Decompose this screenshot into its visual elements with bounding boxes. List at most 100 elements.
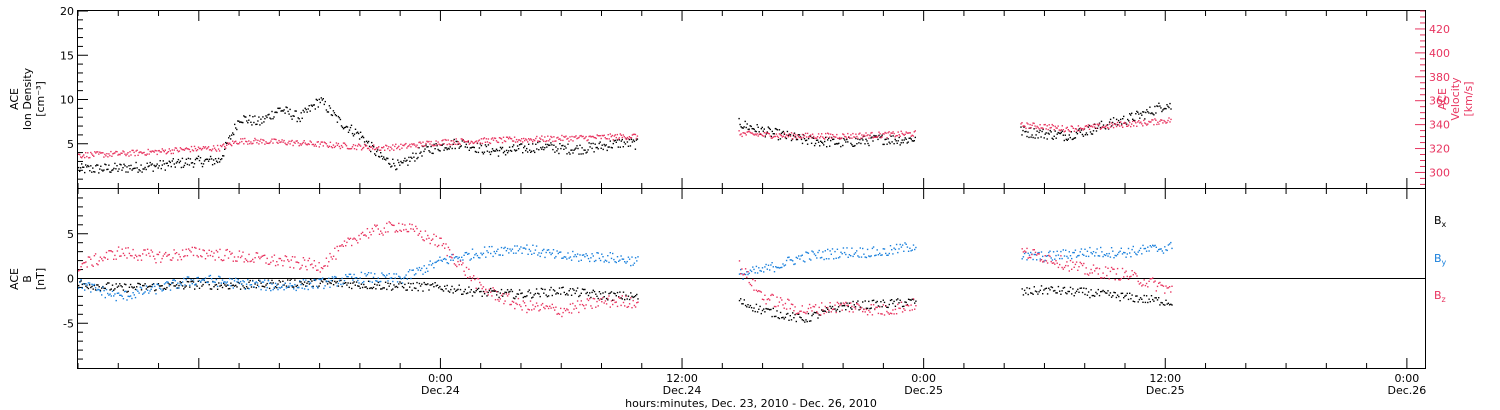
density-point [289, 108, 291, 111]
bz-point [523, 302, 526, 304]
velocity-point [392, 144, 394, 146]
velocity-point [823, 137, 825, 140]
velocity-point [1057, 125, 1059, 127]
field-axis-title-line1: ACE [8, 268, 21, 290]
bz-point [560, 307, 562, 310]
by-point [596, 252, 598, 254]
density-point [1158, 102, 1160, 104]
bx-point [632, 296, 634, 299]
legend-bx-main: B [1434, 214, 1442, 227]
bx-point [202, 283, 204, 286]
bx-point [319, 282, 321, 285]
by-point [116, 292, 119, 294]
by-point [1142, 244, 1144, 247]
by-point [520, 246, 522, 248]
velocity-point [604, 136, 606, 139]
bx-point [113, 289, 115, 291]
bz-point [502, 293, 504, 295]
velocity-point [1064, 130, 1066, 132]
by-point [313, 278, 315, 281]
velocity-tick-label: 360 [1429, 95, 1450, 108]
density-point [536, 148, 538, 150]
density-point [105, 164, 107, 166]
density-point [432, 152, 434, 155]
bz-point [621, 295, 623, 297]
density-point [529, 149, 531, 151]
by-point [915, 246, 917, 249]
by-point [407, 271, 410, 273]
by-point [453, 257, 456, 259]
bx-point [209, 288, 212, 290]
density-point [777, 139, 780, 141]
bx-point [851, 308, 853, 310]
by-point [631, 256, 633, 258]
bz-point [307, 259, 309, 262]
by-point [1133, 251, 1136, 253]
velocity-point [902, 133, 904, 136]
velocity-point [1036, 125, 1038, 128]
bx-point [230, 282, 232, 284]
velocity-point [908, 132, 910, 134]
density-point [568, 151, 570, 154]
bz-point [233, 256, 236, 258]
by-point [822, 251, 824, 253]
density-point [1027, 131, 1029, 133]
bx-point [1112, 295, 1114, 297]
velocity-point [766, 132, 768, 134]
velocity-point [1162, 122, 1164, 124]
velocity-point [859, 132, 861, 134]
bz-point [349, 237, 352, 240]
velocity-point [332, 144, 335, 146]
velocity-point [1166, 121, 1168, 124]
density-point [203, 160, 206, 162]
bz-point [1050, 260, 1052, 263]
density-point [1059, 132, 1061, 135]
density-point [1129, 113, 1131, 115]
bx-point [573, 289, 575, 291]
bx-point [748, 306, 750, 308]
velocity-point [229, 142, 231, 144]
velocity-point [822, 136, 824, 138]
bx-point [140, 289, 143, 291]
by-point [843, 251, 846, 254]
density-point [755, 130, 757, 133]
bz-point [570, 312, 573, 314]
bx-point [84, 283, 86, 285]
density-point [634, 148, 637, 150]
bz-point [869, 311, 871, 313]
velocity-point [242, 138, 244, 140]
bz-point [367, 237, 370, 239]
bz-point [499, 298, 501, 300]
density-point [300, 112, 302, 114]
velocity-point [142, 152, 144, 154]
by-point [580, 259, 582, 261]
density-point [787, 134, 790, 136]
velocity-point [182, 148, 185, 151]
velocity-point [213, 147, 216, 149]
bz-point [795, 313, 797, 315]
bx-point [883, 301, 886, 304]
bx-point [337, 285, 340, 287]
density-point [1066, 139, 1068, 141]
velocity-point [486, 141, 489, 143]
velocity-point [223, 143, 225, 145]
bz-point [740, 273, 742, 275]
bx-point [208, 284, 210, 286]
bx-point [1150, 295, 1153, 297]
velocity-point [171, 149, 173, 151]
bz-point [563, 307, 565, 310]
density-point [1076, 133, 1079, 135]
velocity-point [632, 133, 635, 136]
by-point [1129, 252, 1131, 254]
by-point [627, 256, 630, 258]
velocity-point [1098, 123, 1101, 125]
density-point [816, 139, 819, 141]
by-point [564, 256, 567, 258]
velocity-point [95, 152, 97, 154]
density-point [316, 99, 318, 101]
velocity-point [884, 131, 886, 134]
by-point [1075, 256, 1078, 258]
velocity-point [446, 143, 448, 146]
velocity-point [520, 140, 522, 142]
by-point [1067, 257, 1069, 259]
